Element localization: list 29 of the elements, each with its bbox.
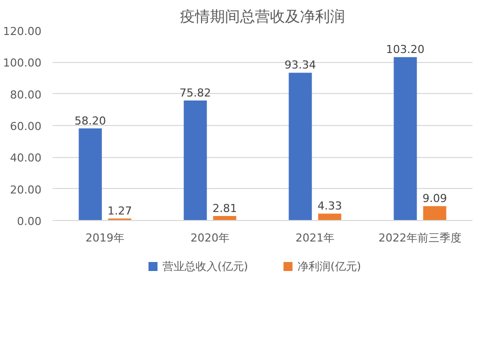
data-label: 75.82 — [180, 86, 212, 100]
y-tick-label: 40.00 — [10, 152, 42, 165]
bar — [78, 128, 102, 220]
bar — [394, 57, 417, 220]
x-tick-label: 2020年 — [190, 232, 230, 244]
data-label: 4.33 — [317, 200, 342, 213]
bar — [288, 72, 312, 220]
y-tick-label: 20.00 — [10, 183, 42, 196]
bar — [184, 100, 207, 220]
x-tick-label: 2021年 — [296, 232, 335, 244]
data-label: 2.81 — [212, 202, 237, 216]
y-tick-label: 60.00 — [10, 120, 42, 133]
y-tick-label: 100.00 — [3, 56, 42, 70]
legend-label: 营业总收入(亿元) — [162, 260, 248, 273]
chart-title: 疫情期间总营收及净利润 — [180, 8, 345, 26]
bar — [213, 216, 236, 220]
data-label: 93.34 — [284, 58, 316, 72]
x-tick-label: 2022年前三季度 — [378, 232, 462, 244]
x-tick-label: 2019年 — [86, 232, 125, 244]
y-tick-label: 120.00 — [3, 25, 42, 38]
bar — [423, 206, 446, 220]
data-label: 9.09 — [422, 192, 447, 206]
bar — [318, 214, 342, 220]
data-label: 1.27 — [107, 204, 132, 218]
legend-label: 净利润(亿元) — [298, 260, 362, 273]
y-tick-label: 0.00 — [17, 215, 42, 228]
y-tick-label: 80.00 — [10, 88, 42, 102]
data-label: 103.20 — [386, 43, 425, 56]
data-label: 58.20 — [74, 114, 106, 128]
